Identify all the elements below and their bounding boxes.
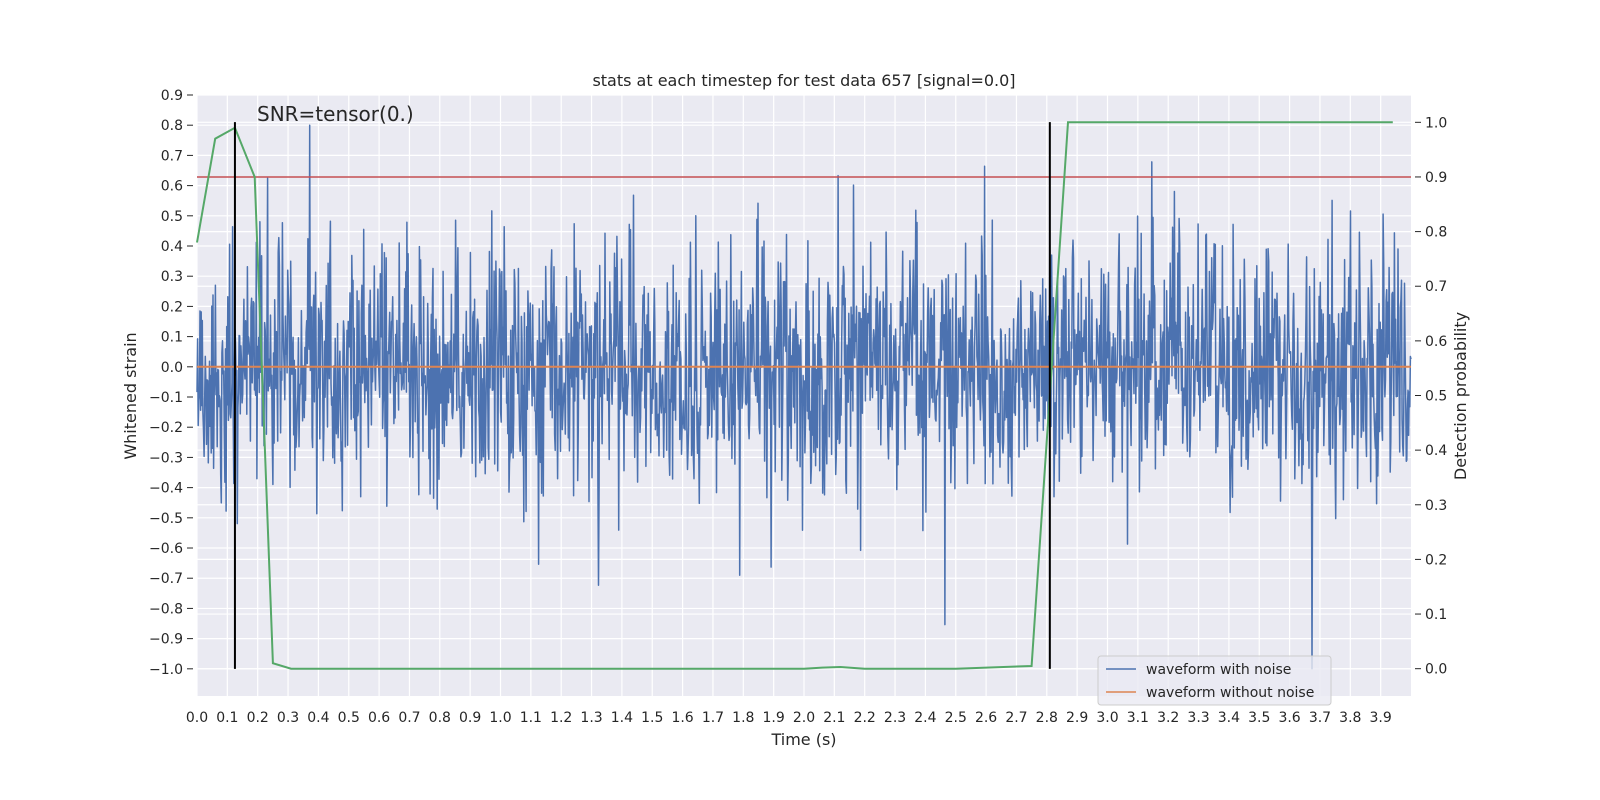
x-tick-label: 0.4 xyxy=(307,710,329,726)
y-tick-label: −0.5 xyxy=(149,511,183,527)
y-tick-label: 0.3 xyxy=(161,269,183,285)
x-tick-label: 1.0 xyxy=(489,710,511,726)
x-tick-label: 0.5 xyxy=(338,710,360,726)
x-tick-label: 0.8 xyxy=(429,710,451,726)
x-tick-label: 3.5 xyxy=(1248,710,1270,726)
y2-tick-label: 0.1 xyxy=(1425,607,1447,623)
y-tick-label: 0.6 xyxy=(161,179,183,195)
probability-line xyxy=(196,121,1393,670)
x-tick-label: 3.9 xyxy=(1370,710,1392,726)
y2-tick-labels: 0.0 0.1 0.2 0.3 0.4 0.5 0.6 0.7 0.8 0.9 1.0 xyxy=(1415,115,1447,678)
x-tick-label: 3.1 xyxy=(1127,710,1149,726)
vertical-markers xyxy=(233,122,1051,669)
x-tick-label: 0.6 xyxy=(368,710,390,726)
y2-tick-label: 0.3 xyxy=(1425,498,1447,514)
noise-waveform-series xyxy=(196,124,1412,670)
y-tick-label: −0.4 xyxy=(149,481,183,497)
legend-label-noise: waveform with noise xyxy=(1146,662,1291,678)
x-tick-label: 3.2 xyxy=(1157,710,1179,726)
y-tick-label: −0.3 xyxy=(149,450,183,466)
legend: waveform with noise waveform without noi… xyxy=(1097,655,1332,706)
x-tick-labels: 0.0 0.1 0.2 0.3 0.4 0.5 0.6 0.7 0.8 0.9 1.0 1.1 1.2 1… xyxy=(186,710,1392,726)
x-tick-label: 1.7 xyxy=(702,710,724,726)
x-tick-label: 0.2 xyxy=(247,710,269,726)
probability-series xyxy=(196,121,1393,670)
y-tick-label: −0.6 xyxy=(149,541,183,557)
y-tick-label: −0.9 xyxy=(149,632,183,648)
x-tick-label: 0.9 xyxy=(459,710,481,726)
x-tick-label: 2.7 xyxy=(1005,710,1027,726)
y2-axis-label: Detection probability xyxy=(1451,312,1470,480)
y2-tick-label: 0.5 xyxy=(1425,389,1447,405)
noise-waveform-line xyxy=(196,124,1412,670)
y-axis-label: Whitened strain xyxy=(121,332,140,459)
x-tick-label: 2.0 xyxy=(793,710,815,726)
x-tick-label: 0.3 xyxy=(277,710,299,726)
y2-tick-label: 0.4 xyxy=(1425,443,1447,459)
y-tick-label: −1.0 xyxy=(149,662,183,678)
x-tick-label: 2.5 xyxy=(945,710,967,726)
x-tick-label: 1.1 xyxy=(520,710,542,726)
x-tick-label: 0.0 xyxy=(186,710,208,726)
y-tick-label: 0.0 xyxy=(161,360,183,376)
legend-label-clean: waveform without noise xyxy=(1146,685,1314,701)
x-tick-label: 1.8 xyxy=(732,710,754,726)
x-tick-label: 1.5 xyxy=(641,710,663,726)
y-tick-label: −0.8 xyxy=(149,601,183,617)
x-tick-label: 2.8 xyxy=(1036,710,1058,726)
x-tick-label: 1.9 xyxy=(763,710,785,726)
y-tick-label: 0.8 xyxy=(161,118,183,134)
x-tick-label: 2.2 xyxy=(854,710,876,726)
x-tick-label: 0.7 xyxy=(398,710,420,726)
y-tick-label: 0.9 xyxy=(161,88,183,104)
x-tick-label: 1.2 xyxy=(550,710,572,726)
legend-box xyxy=(1097,655,1332,706)
x-axis-label: Time (s) xyxy=(770,730,836,749)
snr-annotation: SNR=tensor(0.) xyxy=(257,102,414,126)
x-tick-label: 1.6 xyxy=(671,710,693,726)
x-tick-label: 1.3 xyxy=(580,710,602,726)
y-tick-label: −0.7 xyxy=(149,571,183,587)
x-tick-label: 3.6 xyxy=(1278,710,1300,726)
x-tick-label: 2.3 xyxy=(884,710,906,726)
x-tick-label: 3.4 xyxy=(1218,710,1240,726)
y-tick-label: 0.7 xyxy=(161,148,183,164)
x-tick-label: 2.4 xyxy=(914,710,936,726)
y2-tick-label: 0.6 xyxy=(1425,334,1447,350)
chart-title: stats at each timestep for test data 657… xyxy=(592,71,1015,90)
x-tick-label: 1.4 xyxy=(611,710,633,726)
y-tick-labels: 0.9 0.8 0.7 0.6 0.5 0.4 0.3 0.2 0.1 0.0 −0.1 −0.2 −0… xyxy=(149,88,193,678)
x-tick-label: 3.0 xyxy=(1096,710,1118,726)
x-tick-label: 0.1 xyxy=(216,710,238,726)
x-tick-label: 2.9 xyxy=(1066,710,1088,726)
y-tick-label: 0.1 xyxy=(161,330,183,346)
x-tick-label: 2.6 xyxy=(975,710,997,726)
y-tick-label: −0.2 xyxy=(149,420,183,436)
x-tick-label: 2.1 xyxy=(823,710,845,726)
x-tick-label: 3.7 xyxy=(1309,710,1331,726)
x-tick-label: 3.3 xyxy=(1187,710,1209,726)
y2-tick-label: 0.9 xyxy=(1425,170,1447,186)
y-tick-label: −0.1 xyxy=(149,390,183,406)
y2-tick-label: 1.0 xyxy=(1425,115,1447,131)
y-tick-label: 0.4 xyxy=(161,239,183,255)
y2-tick-label: 0.0 xyxy=(1425,662,1447,678)
y2-tick-label: 0.7 xyxy=(1425,279,1447,295)
y2-tick-label: 0.2 xyxy=(1425,552,1447,568)
y-tick-label: 0.2 xyxy=(161,299,183,315)
y2-tick-label: 0.8 xyxy=(1425,225,1447,241)
y-tick-label: 0.5 xyxy=(161,209,183,225)
x-tick-label: 3.8 xyxy=(1339,710,1361,726)
